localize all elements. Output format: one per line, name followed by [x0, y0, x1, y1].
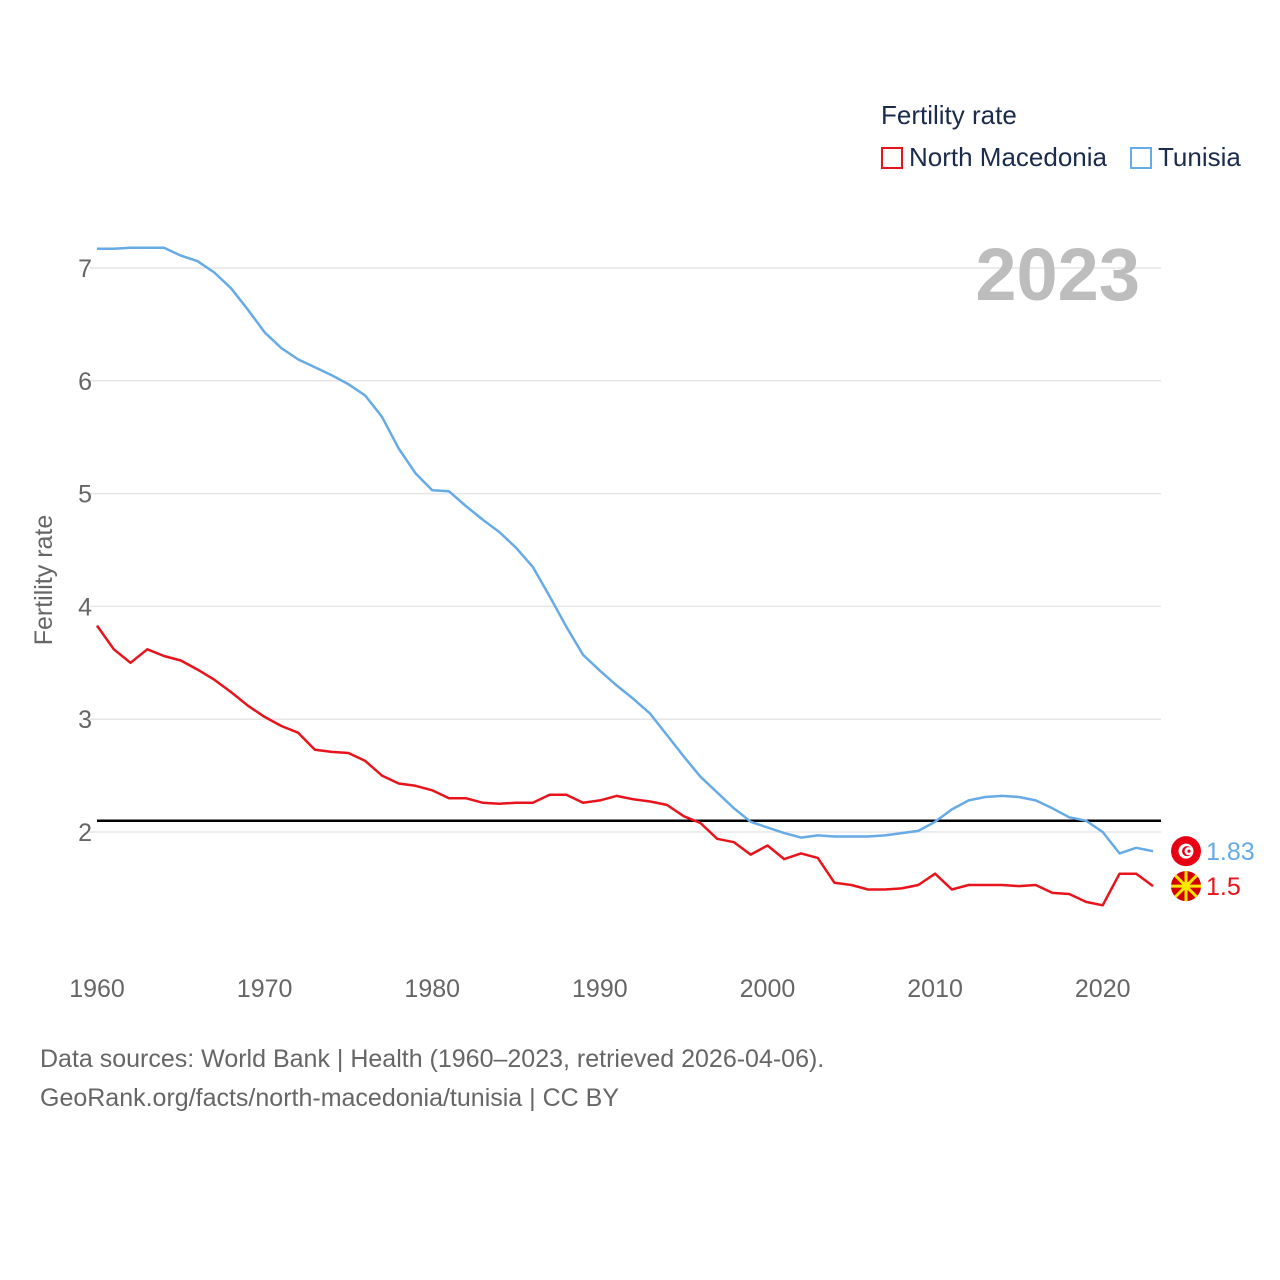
legend-title: Fertility rate — [881, 100, 1017, 130]
year-watermark: 2023 — [975, 233, 1140, 316]
x-tick-label: 1980 — [404, 975, 460, 1003]
series-line-tunisia — [97, 246, 1154, 855]
source-link[interactable]: GeoRank.org/facts/north-macedonia/tunisi… — [40, 1084, 619, 1112]
source-text: Data sources: World Bank | Health (1960–… — [40, 1045, 825, 1073]
end-label-tunisia: 1.83 — [1206, 838, 1255, 866]
legend-item-north-macedonia[interactable]: North Macedonia — [881, 142, 1107, 173]
y-tick-label: 7 — [78, 255, 92, 283]
legend-label-tunisia: Tunisia — [1158, 142, 1241, 172]
y-tick-label: 5 — [78, 481, 92, 509]
y-tick-label: 2 — [78, 819, 92, 847]
legend-label-north-macedonia: North Macedonia — [909, 142, 1107, 172]
x-tick-label: 1960 — [69, 975, 125, 1003]
x-tick-label: 1990 — [572, 975, 628, 1003]
x-tick-label: 2000 — [740, 975, 796, 1003]
series-line-north-macedonia — [95, 624, 1154, 907]
y-tick-label: 4 — [78, 593, 92, 621]
legend-swatch-north-macedonia — [881, 146, 903, 169]
tunisia-flag-icon — [1171, 836, 1201, 867]
legend-swatch-tunisia — [1130, 146, 1152, 169]
legend-item-tunisia[interactable]: Tunisia — [1130, 142, 1241, 173]
x-tick-label: 2020 — [1075, 975, 1131, 1003]
x-tick-label: 2010 — [907, 975, 963, 1003]
end-label-north-macedonia: 1.5 — [1206, 873, 1241, 901]
y-axis-label: Fertility rate — [30, 515, 58, 646]
north-macedonia-flag-icon — [1171, 871, 1201, 902]
y-tick-label: 6 — [78, 368, 92, 396]
y-tick-label: 3 — [78, 706, 92, 734]
x-tick-label: 1970 — [237, 975, 293, 1003]
